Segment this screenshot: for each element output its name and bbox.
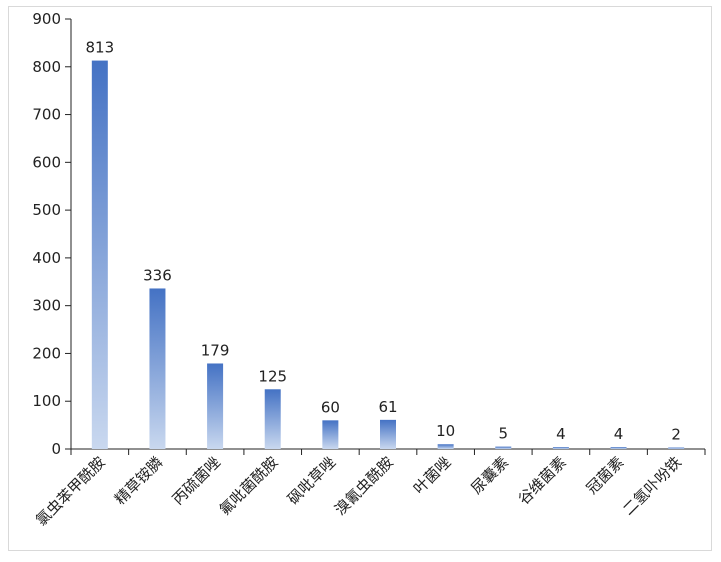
- category-label: 氟吡菌酰胺: [216, 453, 282, 519]
- y-tick-label: 800: [32, 58, 61, 76]
- category-label: 溴氰虫酰胺: [331, 453, 397, 519]
- data-label: 179: [201, 341, 230, 359]
- category-label: 丙硫菌唑: [169, 453, 224, 508]
- data-label: 336: [143, 266, 172, 284]
- y-tick-label: 200: [32, 344, 61, 362]
- chart-frame: [8, 6, 712, 551]
- data-label: 813: [85, 39, 114, 57]
- chart-axes: 0 100 200 300 400 500 600 700 800 900: [32, 10, 706, 458]
- data-label: 125: [258, 367, 287, 385]
- category-label: 精草铵膦: [111, 453, 166, 508]
- y-tick-label: 400: [32, 249, 61, 267]
- category-label: 砜吡草唑: [284, 453, 339, 508]
- data-labels: 813 336 179 125 60 61 10 5 4 4 2: [85, 39, 680, 444]
- bar: [322, 420, 339, 449]
- y-tick-label: 500: [32, 201, 61, 219]
- y-tick-label: 0: [51, 440, 61, 458]
- bar: [149, 288, 166, 449]
- bar: [668, 447, 685, 449]
- bar: [552, 447, 569, 449]
- y-tick-label: 900: [32, 10, 61, 28]
- bar: [264, 389, 281, 449]
- data-label: 5: [498, 425, 508, 443]
- bar: [380, 419, 396, 449]
- data-label: 4: [556, 425, 566, 443]
- bar: [91, 60, 108, 450]
- category-label: 尿囊素: [468, 453, 513, 498]
- category-label: 谷维菌素: [515, 453, 570, 508]
- category-label: 冠菌素: [583, 453, 628, 498]
- y-tick-label: 600: [32, 153, 61, 171]
- y-tick-label: 700: [32, 106, 61, 124]
- data-label: 60: [321, 398, 340, 416]
- y-tick-label: 300: [32, 297, 61, 315]
- bar-series: [91, 60, 685, 450]
- data-label: 10: [436, 422, 455, 440]
- category-label: 二氢卟吩铁: [619, 453, 685, 519]
- data-label: 2: [671, 426, 681, 444]
- bar: [207, 363, 224, 449]
- category-label: 氯虫苯甲酰胺: [32, 453, 108, 529]
- bar: [437, 444, 454, 449]
- data-label: 4: [614, 425, 624, 443]
- bar: [495, 446, 512, 449]
- category-label: 叶菌唑: [410, 453, 455, 498]
- y-tick-label: 100: [32, 392, 61, 410]
- bar: [610, 447, 627, 449]
- data-label: 61: [378, 398, 397, 416]
